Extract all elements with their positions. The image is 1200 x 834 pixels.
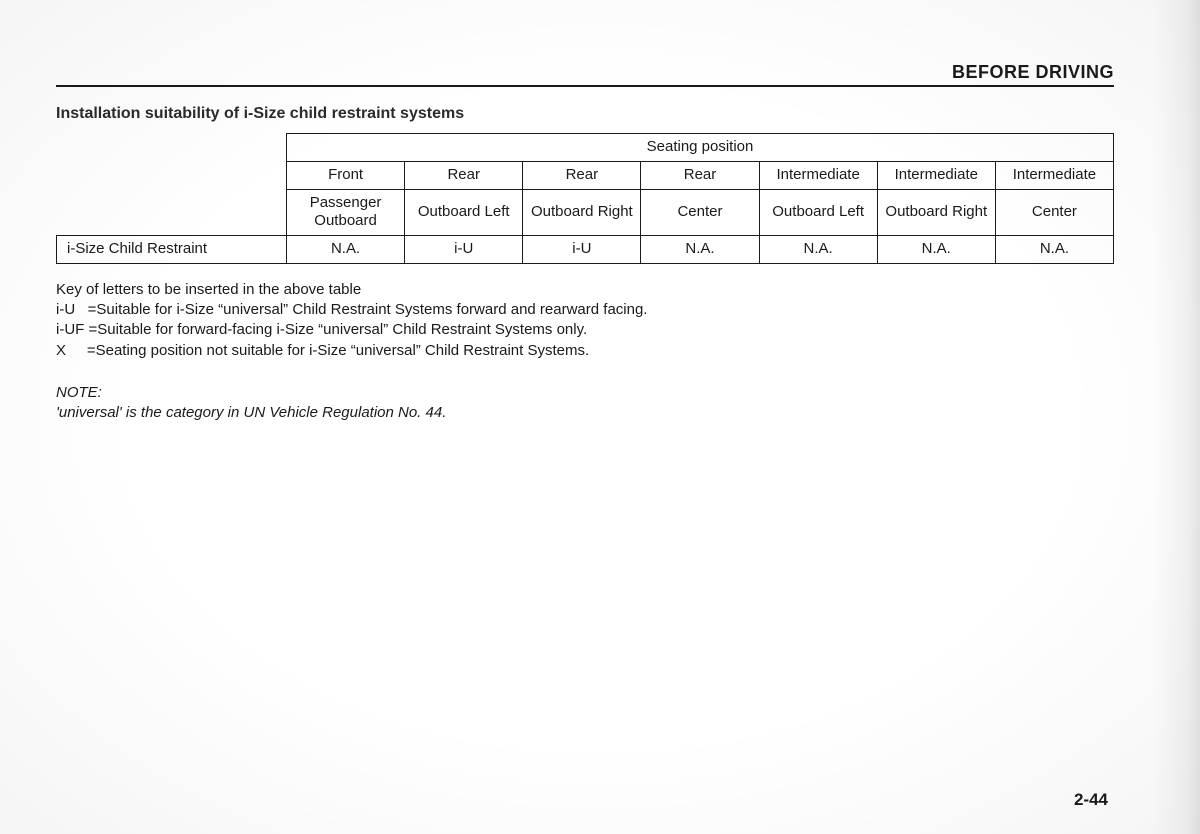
col-header-line2: Center bbox=[995, 189, 1113, 236]
table-spanning-header: Seating position bbox=[287, 134, 1114, 162]
header-rule bbox=[56, 85, 1114, 87]
table-cell: N.A. bbox=[759, 236, 877, 264]
section-header: BEFORE DRIVING bbox=[56, 62, 1114, 83]
page-subtitle: Installation suitability of i-Size child… bbox=[56, 105, 1114, 123]
col-header-line1: Intermediate bbox=[759, 161, 877, 189]
manual-page: BEFORE DRIVING Installation suitability … bbox=[0, 0, 1200, 834]
table-cell: N.A. bbox=[877, 236, 995, 264]
col-header-line2: Outboard Right bbox=[877, 189, 995, 236]
table-stub-header bbox=[57, 134, 287, 236]
key-heading: Key of letters to be inserted in the abo… bbox=[56, 280, 1114, 300]
table-header-row-span: Seating position bbox=[57, 134, 1114, 162]
col-header-line2: Outboard Left bbox=[759, 189, 877, 236]
note-block: NOTE: 'universal' is the category in UN … bbox=[56, 383, 1114, 424]
table-cell: N.A. bbox=[287, 236, 405, 264]
key-line: X =Seating position not suitable for i-S… bbox=[56, 341, 1114, 361]
note-label: NOTE: bbox=[56, 383, 1114, 403]
col-header-line2: Passenger Outboard bbox=[287, 189, 405, 236]
col-header-line2: Outboard Right bbox=[523, 189, 641, 236]
col-header-line1: Rear bbox=[641, 161, 759, 189]
page-number: 2-44 bbox=[1074, 790, 1108, 810]
table-cell: i-U bbox=[523, 236, 641, 264]
key-legend: Key of letters to be inserted in the abo… bbox=[56, 280, 1114, 361]
col-header-line2: Center bbox=[641, 189, 759, 236]
row-label: i-Size Child Restraint bbox=[57, 236, 287, 264]
key-line: i-UF =Suitable for forward-facing i-Size… bbox=[56, 320, 1114, 340]
note-text: 'universal' is the category in UN Vehicl… bbox=[56, 403, 1114, 423]
col-header-line1: Rear bbox=[405, 161, 523, 189]
suitability-table: Seating position Front Rear Rear Rear In… bbox=[56, 133, 1114, 264]
key-line: i-U =Suitable for i-Size “universal” Chi… bbox=[56, 300, 1114, 320]
table-cell: i-U bbox=[405, 236, 523, 264]
col-header-line1: Rear bbox=[523, 161, 641, 189]
table-cell: N.A. bbox=[641, 236, 759, 264]
table-cell: N.A. bbox=[995, 236, 1113, 264]
table-row: i-Size Child Restraint N.A. i-U i-U N.A.… bbox=[57, 236, 1114, 264]
col-header-line1: Front bbox=[287, 161, 405, 189]
col-header-line2: Outboard Left bbox=[405, 189, 523, 236]
col-header-line1: Intermediate bbox=[995, 161, 1113, 189]
col-header-line1: Intermediate bbox=[877, 161, 995, 189]
